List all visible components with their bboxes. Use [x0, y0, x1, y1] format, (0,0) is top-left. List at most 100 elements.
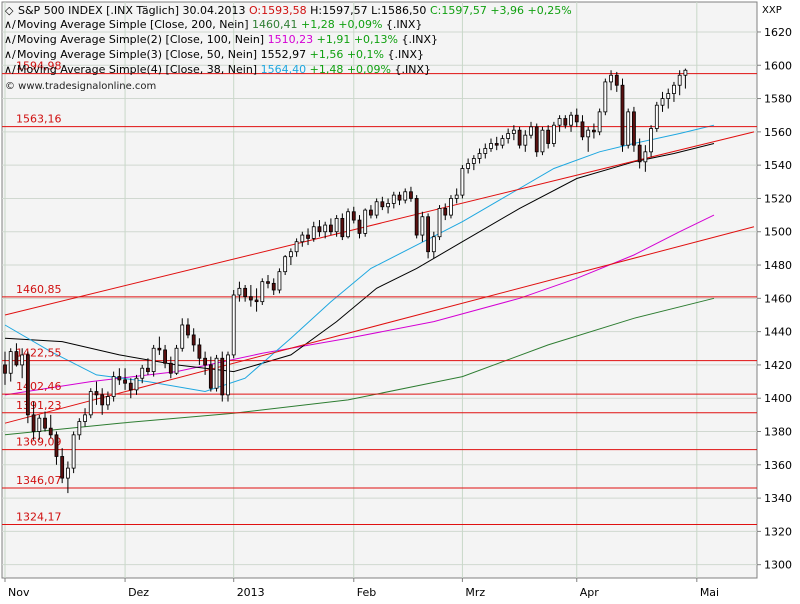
candle — [311, 221, 316, 242]
candle-body — [83, 414, 87, 422]
candle — [323, 221, 328, 239]
candle — [471, 155, 476, 171]
candle — [37, 414, 42, 440]
legend-line-icon: ∧∕ — [4, 48, 16, 61]
candle-body — [140, 367, 145, 379]
candle — [626, 108, 631, 149]
candle-body — [557, 118, 562, 126]
candle — [534, 123, 539, 157]
candle-body — [540, 129, 545, 153]
candle-body — [231, 294, 236, 356]
candle — [551, 121, 556, 147]
candle-body — [460, 168, 465, 196]
candle — [529, 121, 533, 139]
legend-entry: Moving Average Simple [Close, 200, Nein]… — [17, 18, 422, 31]
candle — [466, 158, 471, 174]
candle-body — [563, 118, 568, 126]
candle — [346, 208, 350, 239]
candle — [340, 213, 345, 241]
candle — [48, 414, 53, 439]
change-pct-value: +0,25% — [528, 4, 572, 17]
candle-body — [31, 414, 36, 432]
candle — [163, 344, 167, 369]
y-tick-label: 1420 — [764, 359, 792, 372]
x-axis: Nov Dez 2013 Feb Mrz Apr Mai — [4, 578, 719, 599]
candle — [306, 228, 310, 246]
candle — [494, 136, 499, 151]
candle-body — [580, 121, 585, 138]
candle — [277, 268, 282, 294]
candle — [540, 126, 545, 156]
candle-body — [243, 287, 248, 298]
candle — [191, 328, 196, 352]
y-tick-label: 1500 — [764, 226, 792, 239]
legend-entry-suffix: {.INX} — [395, 63, 432, 76]
candle — [477, 148, 482, 164]
candle-body — [523, 134, 528, 146]
candle — [374, 198, 379, 219]
candle-body — [420, 216, 425, 236]
candle-body — [208, 364, 213, 389]
y-tick-label: 1380 — [764, 426, 792, 439]
candle — [597, 108, 602, 136]
legend-entry: Moving Average Simple(2) [Close, 100, Ne… — [17, 33, 438, 46]
candle-body — [660, 98, 665, 106]
legend-entry-change-pct: +0,09% — [338, 18, 382, 31]
x-tick-label: Mai — [700, 586, 719, 599]
candle-body — [226, 354, 230, 396]
candle — [437, 205, 442, 241]
candle — [397, 191, 402, 206]
horizontal-level-label: 1563,16 — [16, 113, 62, 126]
candle-body — [146, 367, 150, 372]
candle-body — [237, 287, 242, 296]
header-icon: ◇ — [5, 4, 14, 17]
candle — [146, 358, 150, 375]
watermark: © www.tradesignalonline.com — [5, 81, 156, 92]
candle — [180, 318, 185, 352]
candle — [3, 351, 7, 385]
candle-body — [397, 194, 402, 201]
candle — [294, 238, 299, 257]
legend-entry-label: Moving Average Simple [Close, 200, Nein] — [17, 18, 249, 31]
candle — [14, 343, 19, 367]
candle-body — [37, 417, 42, 432]
candle-body — [466, 163, 471, 169]
candle-body — [60, 456, 65, 479]
candle — [140, 364, 145, 384]
candle-body — [14, 351, 19, 366]
close-value: C:1597,57 — [430, 4, 487, 17]
moving-average-line-1 — [4, 297, 715, 436]
candle-body — [437, 208, 442, 238]
legend-entry: Moving Average Simple(4) [Close, 38, Nei… — [17, 63, 431, 76]
candle-body — [649, 128, 653, 153]
candle — [603, 78, 608, 116]
candle — [666, 88, 671, 109]
candle — [523, 130, 528, 152]
candle — [369, 205, 373, 219]
candle-body — [214, 357, 219, 389]
candle — [672, 81, 676, 102]
legend-entry-change-pct: +0,1% — [347, 48, 384, 61]
candle-body — [374, 201, 379, 216]
candle-body — [151, 347, 156, 372]
header-line: S&P 500 INDEX [.INX Täglich] 30.04.2013 … — [18, 4, 572, 17]
candle — [592, 123, 596, 139]
candle — [363, 208, 368, 237]
candle-body — [351, 211, 356, 221]
y-tick-label: 1600 — [764, 59, 792, 72]
candle — [214, 354, 219, 392]
candle — [231, 290, 236, 359]
candle-body — [329, 224, 333, 233]
candle-body — [506, 133, 511, 139]
candle-body — [271, 282, 276, 291]
horizontal-level-label: 1402,46 — [16, 380, 62, 393]
candle-body — [426, 216, 430, 253]
legend-entry-value: 1510,23 — [268, 33, 314, 46]
candle-body — [123, 379, 127, 384]
candle-body — [569, 114, 573, 126]
candle — [174, 344, 179, 375]
x-tick-label: Mrz — [465, 586, 485, 599]
candle — [449, 195, 453, 219]
